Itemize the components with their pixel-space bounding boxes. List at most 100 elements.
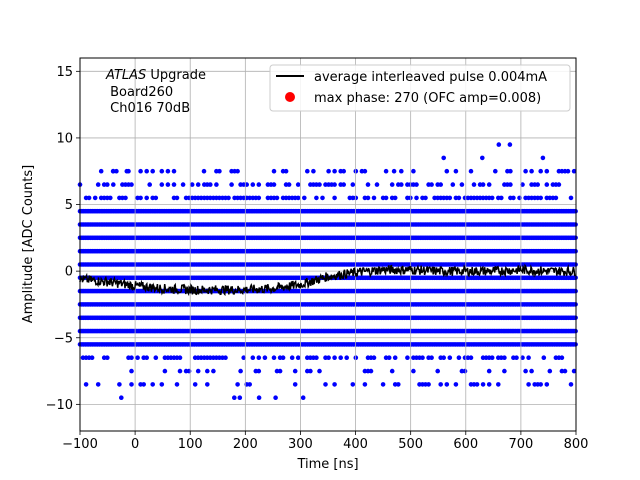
annotation-line-3: Ch016 70dB (106, 101, 190, 116)
scatter-point (365, 195, 371, 201)
scatter-point (300, 395, 306, 401)
scatter-point (229, 182, 234, 187)
scatter-point (389, 182, 395, 187)
scatter-point (526, 355, 531, 361)
scatter-point (311, 168, 316, 174)
scatter-point (386, 355, 392, 361)
scatter-point (429, 355, 434, 361)
scatter-point (499, 195, 504, 201)
scatter-point (295, 195, 301, 201)
scatter-point (256, 355, 262, 361)
scatter-point (165, 168, 171, 174)
scatter-point (480, 182, 486, 187)
annotation: ATLAS Upgrade Board260 Ch016 70dB (105, 68, 206, 116)
scatter-point (192, 382, 198, 387)
scatter-point (238, 368, 243, 374)
scatter-point (489, 355, 495, 361)
legend-marker-swatch (285, 92, 295, 102)
x-tick-label: 500 (398, 437, 423, 452)
scatter-point (474, 382, 480, 387)
scatter-point (250, 355, 256, 361)
scatter-point (559, 355, 565, 361)
scatter-point (332, 182, 337, 187)
scatter-point (380, 382, 386, 387)
scatter-point (540, 155, 546, 161)
scatter-point (211, 368, 216, 374)
scatter-point (138, 195, 143, 201)
x-tick-label: 300 (288, 437, 313, 452)
scatter-point (302, 195, 307, 201)
scatter-point (98, 168, 104, 174)
scatter-point (129, 368, 134, 374)
scatter-point (86, 195, 92, 201)
scatter-point (399, 168, 404, 174)
scatter-point (135, 355, 140, 361)
scatter-point (110, 168, 116, 174)
scatter-point (332, 195, 337, 201)
scatter-point (523, 368, 528, 374)
scatter-point (383, 168, 389, 174)
scatter-point (496, 382, 501, 387)
scatter-point (144, 168, 149, 174)
scatter-point (208, 182, 213, 187)
scatter-point (171, 182, 177, 187)
scatter-point (180, 182, 186, 187)
scatter-point (399, 182, 404, 187)
scatter-point (289, 355, 295, 361)
scatter-point (138, 168, 143, 174)
scatter-point (568, 382, 574, 387)
tick-layer: −100 0 100 200 300 400 500 600 700 800 −10 −5 0 5 10 15 (46, 65, 589, 452)
scatter-point (332, 355, 337, 361)
scatter-point (529, 368, 534, 374)
scatter-point (232, 395, 237, 401)
scatter-point (374, 182, 380, 187)
scatter-point (486, 382, 492, 387)
scatter-point (226, 195, 231, 201)
scatter-point (344, 355, 350, 361)
scatter-point (262, 355, 268, 361)
scatter-point (177, 368, 183, 374)
scatter-point (323, 382, 328, 387)
scatter-point (317, 368, 322, 374)
scatter-point (553, 195, 559, 201)
legend-label-average-pulse: average interleaved pulse 0.004mA (314, 70, 547, 85)
scatter-point (273, 395, 278, 401)
scatter-point (326, 168, 331, 174)
scatter-point (95, 382, 101, 387)
scatter-point (159, 168, 165, 174)
scatter-point (320, 195, 325, 201)
scatter-point (153, 195, 159, 201)
scatter-point (195, 368, 201, 374)
scatter-point (295, 182, 301, 187)
scatter-point (496, 142, 502, 147)
scatter-point (237, 395, 243, 401)
scatter-point (95, 182, 101, 187)
scatter-point (129, 182, 134, 187)
scatter-point (144, 195, 149, 201)
legend: average interleaved pulse 0.004mA max ph… (269, 64, 571, 112)
scatter-point (538, 195, 543, 201)
scatter-point (568, 195, 574, 201)
scatter-point (256, 395, 262, 401)
scatter-point (411, 168, 416, 174)
scatter-point (153, 355, 159, 361)
scatter-point (547, 368, 553, 374)
x-tick-label: 100 (178, 437, 203, 452)
scatter-point (444, 382, 450, 387)
scatter-point (556, 182, 562, 187)
scatter-point (271, 168, 277, 174)
scatter-point (150, 168, 155, 174)
scatter-point (235, 382, 240, 387)
scatter-point (508, 168, 513, 174)
scatter-point (405, 355, 410, 361)
scatter-point (514, 355, 519, 361)
scatter-point (502, 368, 507, 374)
scatter-point (314, 355, 319, 361)
scatter-point (247, 382, 252, 387)
scatter-point (362, 168, 368, 174)
scatter-point (368, 368, 374, 374)
scatter-point (486, 368, 492, 374)
scatter-point (447, 355, 453, 361)
scatter-point (159, 382, 165, 387)
scatter-point (201, 168, 207, 174)
